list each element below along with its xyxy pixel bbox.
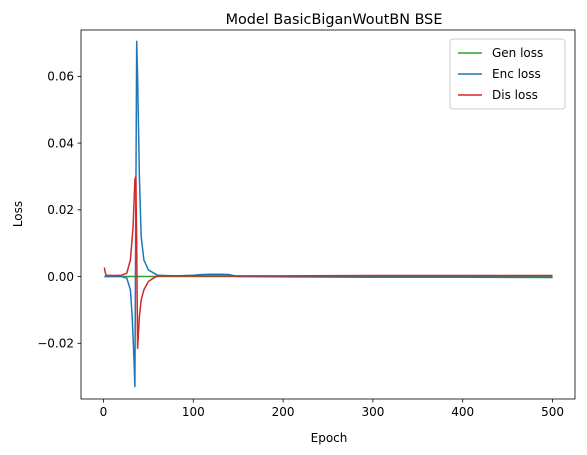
x-tick-label: 500 [541,405,564,419]
chart-title: Model BasicBiganWoutBN BSE [226,12,443,28]
y-tick-label: 0.00 [47,270,74,284]
x-tick-label: 300 [361,405,384,419]
series-line-dis-loss [103,175,553,350]
y-axis-label: Loss [11,201,25,227]
y-tick-label: 0.06 [47,70,74,84]
x-tick-label: 200 [272,405,295,419]
legend-label: Gen loss [492,46,543,60]
plot-area [103,40,553,388]
legend: Gen loss Enc loss Dis loss [449,38,566,110]
x-tick-label: 400 [451,405,474,419]
axes: 0 100 200 300 400 500 −0.02 0.00 0.02 0.04 0.06 [37,70,564,419]
y-tick-label: 0.02 [47,203,74,217]
y-tick-label: 0.04 [47,136,74,150]
x-tick-label: 100 [182,405,205,419]
legend-label: Dis loss [492,88,538,102]
axes-frame [80,29,576,400]
x-axis-label: Epoch [311,431,348,445]
x-tick-label: 0 [100,405,108,419]
legend-label: Enc loss [492,67,541,81]
y-tick-label: −0.02 [37,337,74,351]
legend-box [449,38,566,110]
